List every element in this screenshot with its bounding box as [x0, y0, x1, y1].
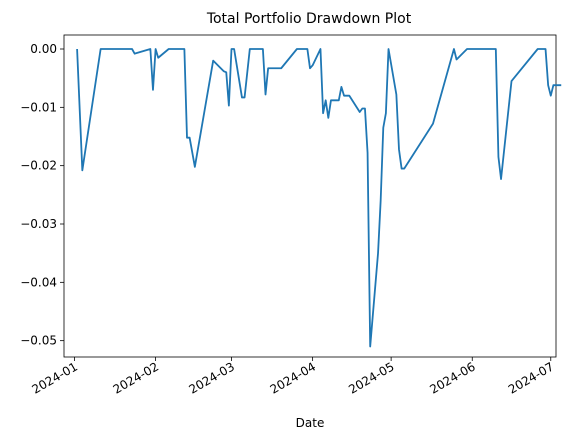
y-tick-label: −0.05 — [20, 334, 57, 348]
y-tick-label: −0.04 — [20, 275, 57, 289]
y-tick-label: −0.02 — [20, 159, 57, 173]
x-axis-label: Date — [296, 416, 325, 430]
y-tick-label: −0.03 — [20, 217, 57, 231]
y-tick-label: 0.00 — [30, 42, 57, 56]
series-layer — [76, 48, 562, 348]
y-axis: 0.00 −0.01 −0.02 −0.03 −0.04 −0.05 — [20, 42, 64, 348]
chart-title: Total Portfolio Drawdown Plot — [206, 11, 412, 27]
y-tick-label: −0.01 — [20, 100, 57, 114]
plot-area — [63, 34, 557, 358]
drawdown-series-line — [76, 48, 562, 348]
